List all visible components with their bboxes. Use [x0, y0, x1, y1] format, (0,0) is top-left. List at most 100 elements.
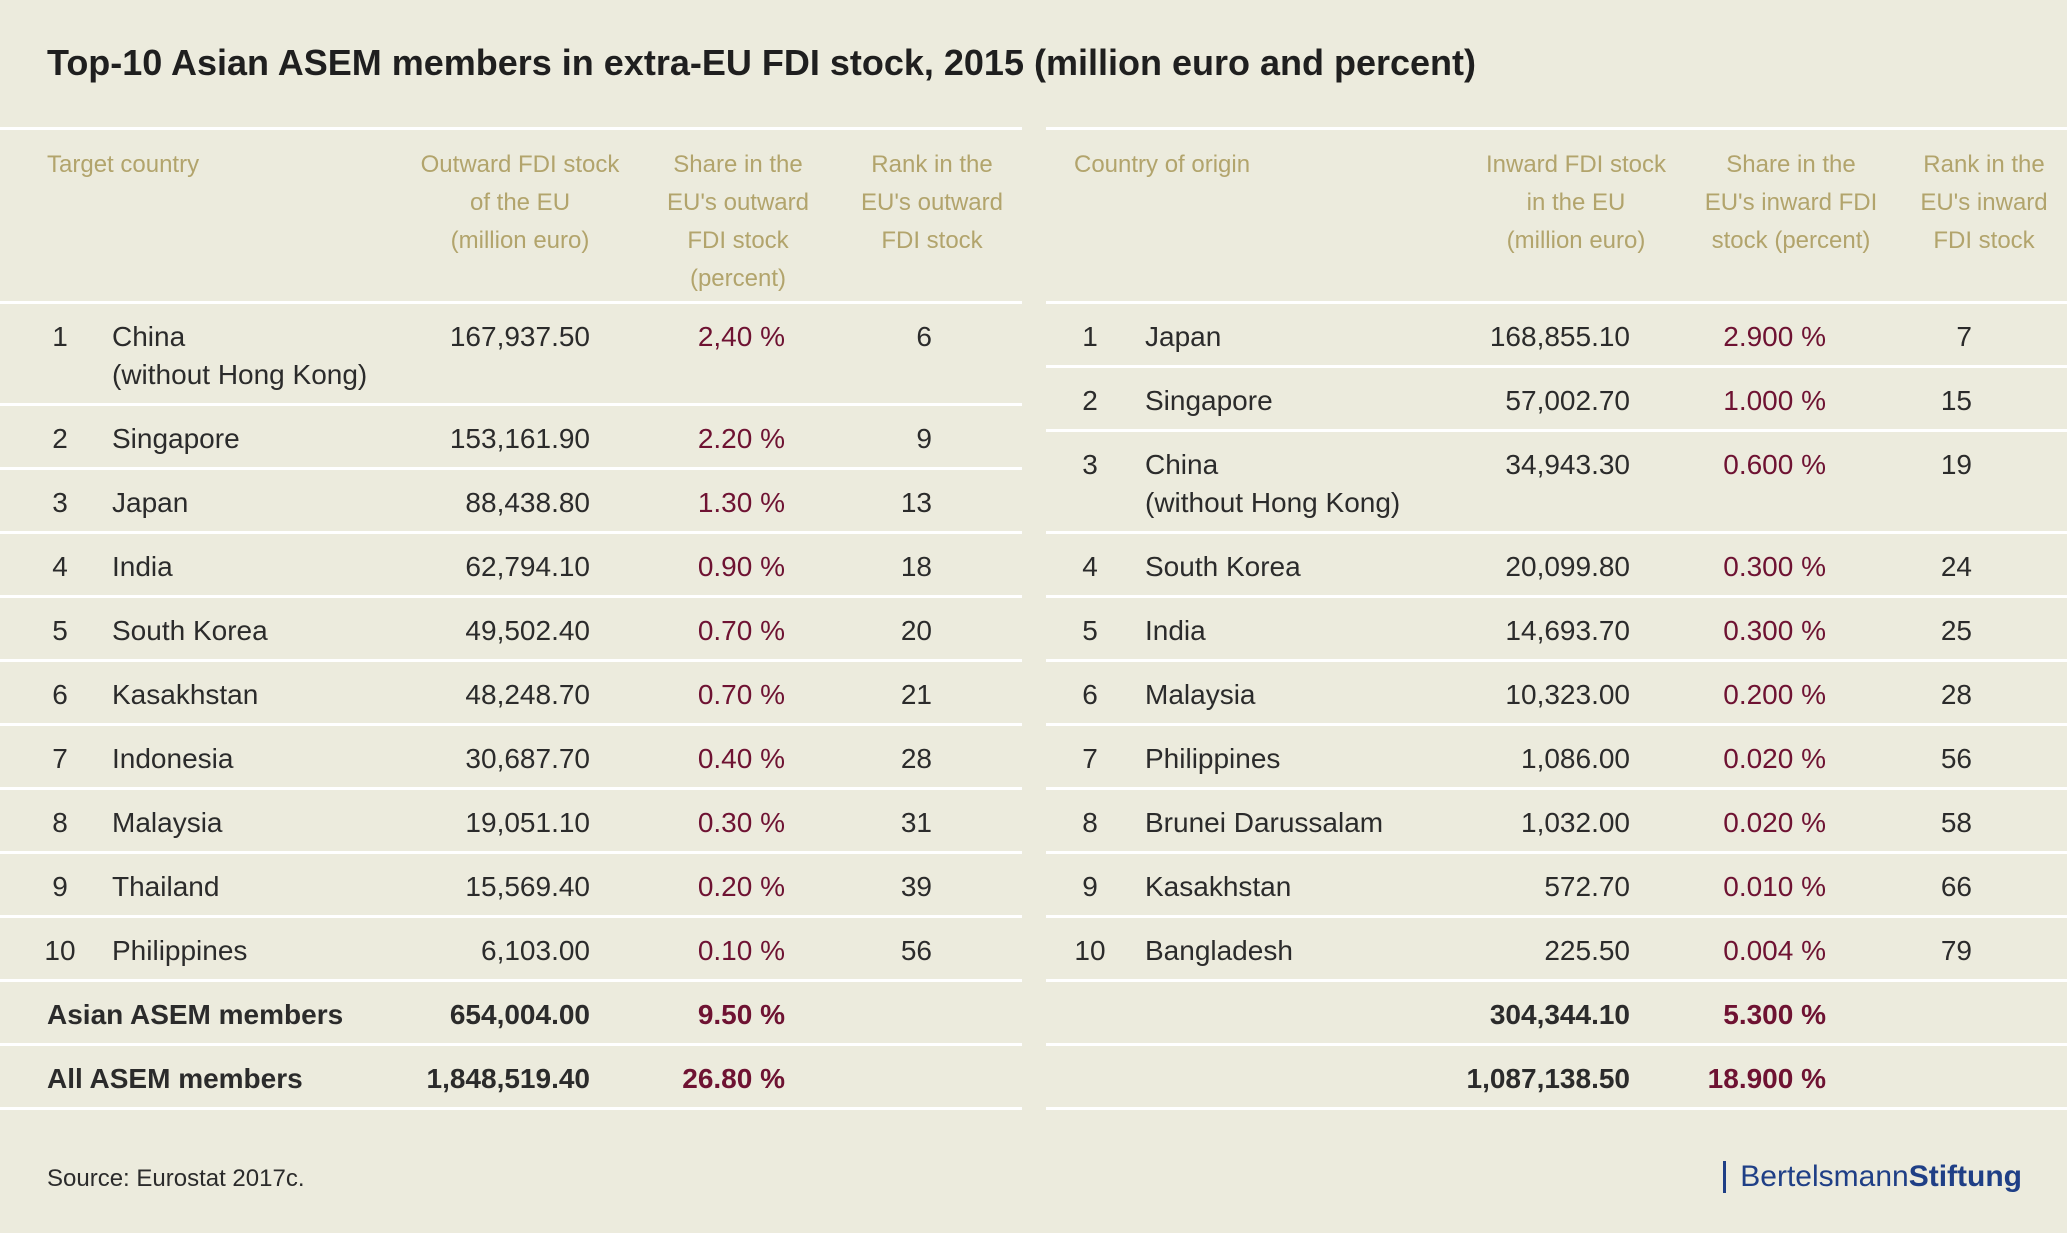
- total-value: 304,344.10: [1489, 999, 1630, 1030]
- table-divider: [0, 787, 1022, 790]
- country-name: China (without Hong Kong): [1145, 449, 1401, 518]
- fdi-stock-value: 572.70: [1544, 871, 1630, 902]
- country-name: China (without Hong Kong): [112, 321, 368, 390]
- logo-text-part1: Bertelsmann: [1740, 1160, 1909, 1193]
- country-name: Brunei Darussalam: [1145, 807, 1384, 838]
- table-divider: [0, 301, 1022, 304]
- fdi-stock-value: 57,002.70: [1505, 385, 1630, 416]
- total-row: All ASEM members 1,848,519.40 26.80 %: [0, 1046, 1022, 1107]
- table-row: 2 Singapore 153,161.90 2.20 % 9: [0, 406, 1022, 467]
- table-divider: [1046, 531, 2067, 534]
- table-row: 2 Singapore 57,002.70 1.000 % 15: [1046, 368, 2067, 429]
- fdi-stock-value: 14,693.70: [1505, 615, 1630, 646]
- fdi-stock-value: 6,103.00: [481, 935, 590, 966]
- total-value: 654,004.00: [449, 999, 590, 1030]
- logo-text-part2: Stiftung: [1908, 1160, 2022, 1193]
- country-name: South Korea: [112, 615, 268, 646]
- table-row: 8 Brunei Darussalam 1,032.00 0.020 % 58: [1046, 790, 2067, 851]
- column-header-share: Share in the EU's inward FDI stock (perc…: [1704, 151, 1878, 254]
- row-number: 9: [1082, 871, 1098, 902]
- row-number: 7: [52, 743, 68, 774]
- fdi-stock-value: 15,569.40: [465, 871, 590, 902]
- fdi-rank: 20: [900, 615, 932, 646]
- country-name: South Korea: [1145, 551, 1301, 582]
- fdi-share-percent: 0.200 %: [1723, 679, 1826, 710]
- row-number: 8: [1082, 807, 1098, 838]
- fdi-rank: 19: [1940, 449, 1972, 480]
- country-name: Malaysia: [1145, 679, 1256, 710]
- table-divider: [1046, 915, 2067, 918]
- fdi-share-percent: 0.300 %: [1723, 551, 1826, 582]
- row-number: 3: [1082, 449, 1098, 480]
- country-name: Kasakhstan: [1145, 871, 1292, 902]
- total-value: 1,848,519.40: [426, 1063, 591, 1094]
- fdi-rank: 21: [900, 679, 932, 710]
- table-row: 3 Japan 88,438.80 1.30 % 13: [0, 470, 1022, 531]
- total-row: 304,344.10 5.300 %: [1046, 982, 2067, 1043]
- row-number: 7: [1082, 743, 1098, 774]
- fdi-stock-value: 30,687.70: [465, 743, 590, 774]
- total-share: 9.50 %: [697, 999, 785, 1030]
- country-name: India: [112, 551, 173, 582]
- table-header: Country of origin Inward FDI stock in the…: [1046, 130, 2067, 301]
- row-number: 3: [52, 487, 68, 518]
- fdi-stock-value: 225.50: [1544, 935, 1630, 966]
- country-name: Singapore: [112, 423, 240, 454]
- country-name: Malaysia: [112, 807, 223, 838]
- chart-title: Top-10 Asian ASEM members in extra-EU FD…: [47, 42, 1477, 83]
- table-divider: [0, 915, 1022, 918]
- fdi-share-percent: 0.70 %: [697, 679, 785, 710]
- fdi-rank: 28: [900, 743, 932, 774]
- fdi-stock-value: 20,099.80: [1505, 551, 1630, 582]
- row-number: 6: [1082, 679, 1098, 710]
- row-number: 2: [1082, 385, 1098, 416]
- table-divider: [1046, 1107, 2067, 1110]
- table-divider: [1046, 1043, 2067, 1046]
- fdi-stock-value: 34,943.30: [1505, 449, 1630, 480]
- country-name: Thailand: [112, 871, 220, 902]
- fdi-stock-value: 168,855.10: [1489, 321, 1630, 352]
- table-divider: [1046, 723, 2067, 726]
- source-note: Source: Eurostat 2017c.: [47, 1165, 305, 1192]
- table-divider: [0, 1043, 1022, 1046]
- total-row: 1,087,138.50 18.900 %: [1046, 1046, 2067, 1107]
- fdi-share-percent: 0.004 %: [1723, 935, 1826, 966]
- fdi-rank: 66: [1940, 871, 1972, 902]
- fdi-stock-value: 167,937.50: [449, 321, 590, 352]
- fdi-rank: 58: [1940, 807, 1972, 838]
- country-name: Japan: [1145, 321, 1222, 352]
- table-row: 6 Malaysia 10,323.00 0.200 % 28: [1046, 662, 2067, 723]
- fdi-share-percent: 2.20 %: [697, 423, 785, 454]
- table-divider: [0, 595, 1022, 598]
- fdi-stock-value: 10,323.00: [1505, 679, 1630, 710]
- row-number: 4: [52, 551, 68, 582]
- fdi-rank: 24: [1940, 551, 1972, 582]
- table-row: 4 India 62,794.10 0.90 % 18: [0, 534, 1022, 595]
- fdi-share-percent: 0.40 %: [697, 743, 785, 774]
- fdi-share-percent: 0.020 %: [1723, 743, 1826, 774]
- country-name: India: [1145, 615, 1206, 646]
- fdi-rank: 56: [1940, 743, 1972, 774]
- table-row: 5 India 14,693.70 0.300 % 25: [1046, 598, 2067, 659]
- total-row: Asian ASEM members 654,004.00 9.50 %: [0, 982, 1022, 1043]
- table-divider: [1046, 979, 2067, 982]
- table-divider: [0, 403, 1022, 406]
- table-row: 6 Kasakhstan 48,248.70 0.70 % 21: [0, 662, 1022, 723]
- fdi-stock-value: 62,794.10: [465, 551, 590, 582]
- table-divider: [0, 851, 1022, 854]
- fdi-rank: 15: [1940, 385, 1972, 416]
- country-name: Kasakhstan: [112, 679, 259, 710]
- outward-fdi-table: Target country Outward FDI stock of the E…: [0, 127, 1022, 1110]
- fdi-share-percent: 0.90 %: [697, 551, 785, 582]
- table-divider: [1046, 851, 2067, 854]
- row-number: 6: [52, 679, 68, 710]
- table-row: 4 South Korea 20,099.80 0.300 % 24: [1046, 534, 2067, 595]
- table-divider: [1046, 659, 2067, 662]
- table-row: 7 Indonesia 30,687.70 0.40 % 28: [0, 726, 1022, 787]
- country-name: Singapore: [1145, 385, 1273, 416]
- column-header-country: Country of origin: [1074, 151, 1251, 178]
- fdi-share-percent: 1.000 %: [1723, 385, 1826, 416]
- column-header-country: Target country: [47, 151, 200, 178]
- table-row: 10 Philippines 6,103.00 0.10 % 56: [0, 918, 1022, 979]
- table-divider: [1046, 787, 2067, 790]
